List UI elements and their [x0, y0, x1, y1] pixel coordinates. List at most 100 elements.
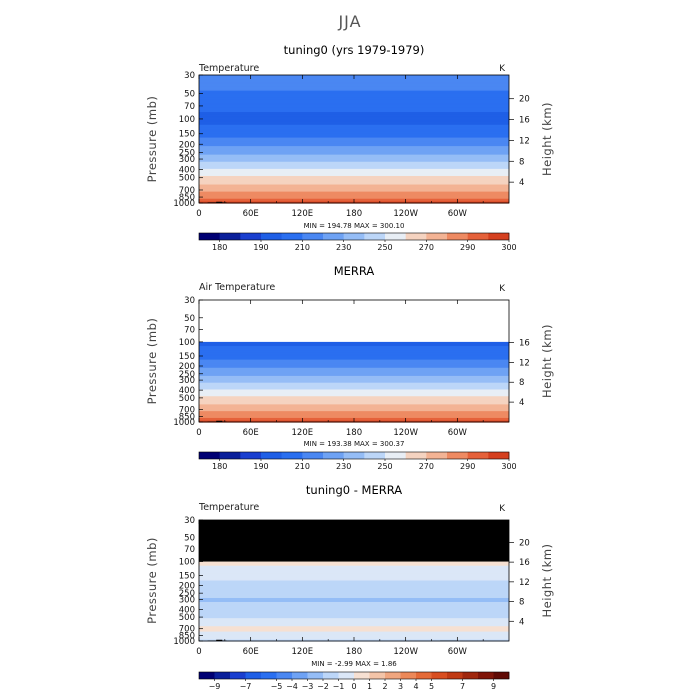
- contour-band: [199, 588, 509, 591]
- contour-band: [199, 615, 509, 618]
- contour-band: [199, 94, 509, 97]
- contour-band: [199, 107, 509, 110]
- panel-title: MERRA: [334, 264, 375, 278]
- contour-band: [199, 398, 509, 401]
- contour-band: [199, 141, 509, 144]
- contour-band: [199, 129, 509, 132]
- contour-band: [199, 614, 509, 617]
- y-tick-label: 50: [184, 534, 195, 544]
- contour-band: [199, 126, 509, 129]
- contour-band: [199, 416, 509, 419]
- contour-band: [199, 183, 509, 186]
- contour-band: [199, 571, 509, 574]
- y-tick-label: 30: [184, 516, 195, 526]
- x-tick-label: 120W: [393, 647, 418, 657]
- contour-band: [199, 116, 509, 119]
- y-axis-label: Pressure (mb): [145, 318, 159, 405]
- contour-band: [199, 350, 509, 353]
- contour-band: [199, 631, 509, 634]
- contour-band: [199, 167, 509, 170]
- contour-band: [199, 608, 509, 611]
- colorbar-box: [276, 672, 293, 679]
- colorbar-box: [302, 233, 324, 240]
- colorbar-box: [240, 452, 262, 459]
- colorbar-label: 190: [253, 243, 268, 252]
- y-tick-label: 1000: [173, 199, 195, 209]
- units-label: K: [499, 64, 506, 74]
- units-label: K: [499, 284, 506, 294]
- contour-band: [199, 170, 509, 173]
- contour-band: [199, 628, 509, 631]
- contour-band: [199, 363, 509, 366]
- colorbar-box: [261, 672, 277, 679]
- y-tick-label: 100: [179, 338, 195, 348]
- contour-band: [199, 90, 509, 93]
- colorbar-label: 2: [382, 682, 387, 691]
- contour-band: [199, 79, 509, 82]
- contour-band: [199, 630, 509, 633]
- colorbar: −9 −7 −5 −4 −3 −2 −1 0 1 2 3 4 5 7 9: [198, 671, 510, 691]
- colorbar-label: −7: [240, 682, 252, 691]
- colorbar-box: [338, 672, 355, 679]
- contour-band: [199, 568, 509, 571]
- y-tick-label: 50: [184, 90, 195, 100]
- contour-band: [199, 385, 509, 388]
- contour-band: [199, 616, 509, 619]
- y-tick-label: 1000: [173, 637, 195, 647]
- contour-band: [199, 415, 509, 418]
- contour-band: [199, 367, 509, 370]
- contour-band: [199, 127, 509, 130]
- colorbar-label: −5: [271, 682, 283, 691]
- variable-label: Temperature: [198, 502, 259, 513]
- contour-band: [199, 597, 509, 600]
- colorbar-label: −1: [333, 682, 345, 691]
- colorbar-box: [261, 452, 282, 459]
- contour-band: [199, 355, 509, 358]
- x-tick-label: 120E: [292, 209, 314, 219]
- colorbar-box: [385, 452, 406, 459]
- colorbar-label: 0: [351, 682, 356, 691]
- colorbar-box: [431, 672, 448, 679]
- panel-title: tuning0 (yrs 1979-1979): [284, 43, 425, 57]
- colorbar-box: [369, 672, 386, 679]
- colorbar-box: [323, 233, 344, 240]
- y-tick-label: 500: [179, 613, 195, 623]
- contour-band: [199, 382, 509, 385]
- contour-band: [199, 148, 509, 151]
- colorbar-box: [214, 672, 231, 679]
- colorbar-box: [281, 233, 303, 240]
- colorbar-box: [426, 233, 448, 240]
- contour-band: [199, 140, 509, 143]
- y-tick-label: 700: [179, 406, 195, 416]
- contour-band: [199, 191, 509, 194]
- contour-band: [199, 80, 509, 83]
- contour-band: [199, 599, 509, 602]
- contour-band: [199, 584, 509, 587]
- contour-band: [199, 84, 509, 87]
- contour-band: [199, 563, 509, 565]
- x-tick-label: 60E: [243, 647, 259, 657]
- colorbar-box: [343, 452, 365, 459]
- y-tick-label: 400: [179, 166, 195, 176]
- contour-band: [199, 579, 509, 582]
- contour-band: [199, 610, 509, 613]
- contour-band: [199, 83, 509, 86]
- colorbar-box: [467, 452, 489, 459]
- contour-band: [199, 573, 509, 576]
- y-tick-label: 70: [184, 102, 195, 112]
- contour-band: [199, 600, 509, 603]
- contour-band: [199, 359, 509, 362]
- contour-band: [199, 193, 509, 196]
- x-tick-label: 180: [346, 209, 362, 219]
- colorbar-box: [478, 672, 494, 679]
- min-max-stats: MIN = -2.99 MAX = 1.86: [311, 660, 397, 668]
- variable-label: Air Temperature: [199, 282, 275, 293]
- contour-band: [199, 585, 509, 588]
- y-tick-label: 500: [179, 174, 195, 184]
- contour-band: [199, 612, 509, 615]
- colorbar-label: 180: [212, 462, 227, 471]
- contour-band: [199, 136, 509, 139]
- contour-plot: 0 60E 120E 180 120W 60W3050701001502002503004…: [145, 71, 554, 219]
- contour-band: [199, 342, 509, 344]
- figure-suptitle: JJA: [337, 12, 361, 31]
